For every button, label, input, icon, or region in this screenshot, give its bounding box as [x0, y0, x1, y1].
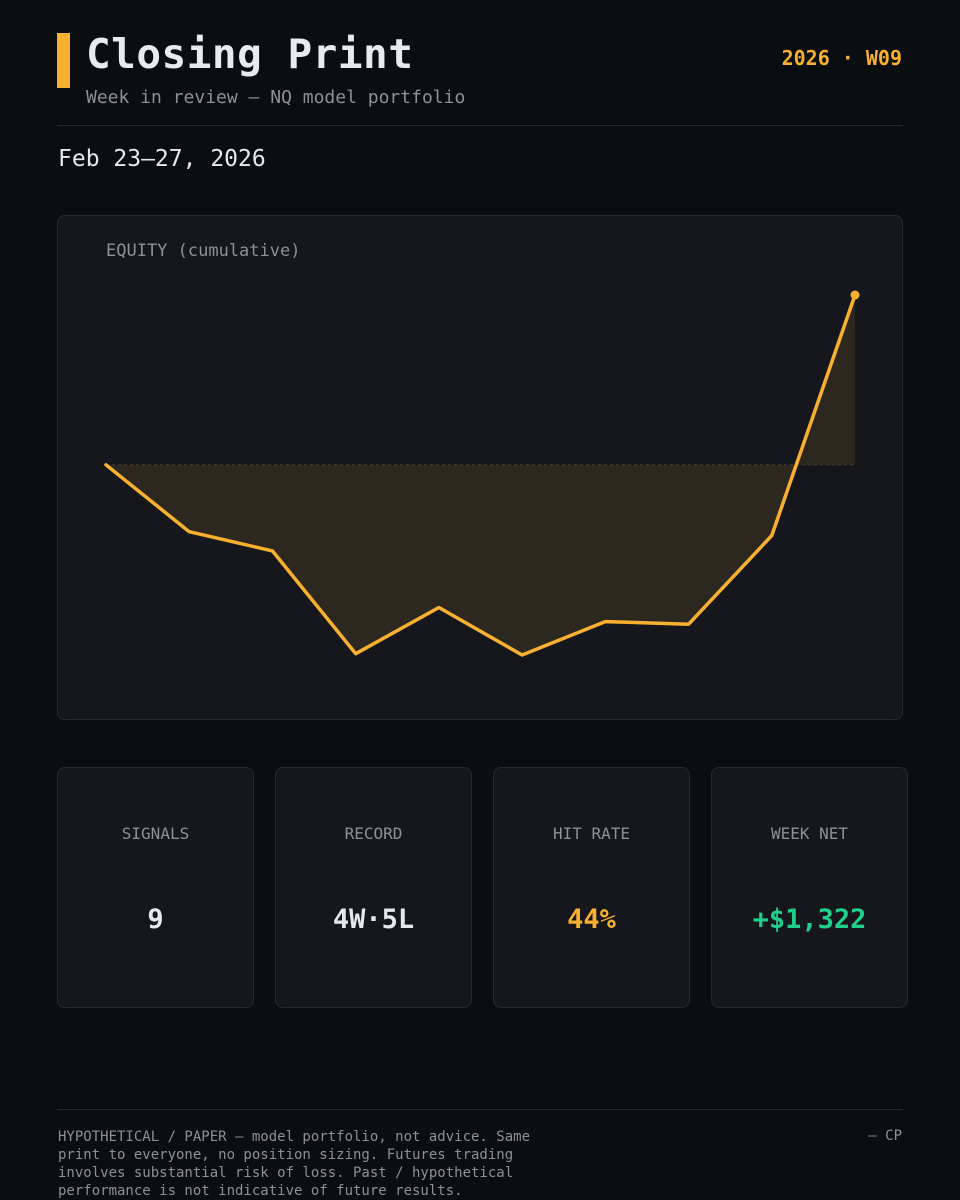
signoff: — CP	[868, 1128, 902, 1144]
stat-value: 44%	[567, 904, 616, 935]
footer-divider	[57, 1109, 903, 1110]
stat-label: SIGNALS	[121, 824, 190, 843]
stat-label: HIT RATE	[552, 824, 631, 843]
stat-card-week-net: WEEK NET +$1,322	[711, 767, 908, 1008]
stat-label: RECORD	[344, 824, 403, 843]
date-range: Feb 23–27, 2026	[58, 146, 266, 172]
stat-value: 9	[147, 904, 164, 935]
equity-points	[850, 290, 860, 300]
stat-value: +$1,322	[752, 904, 867, 935]
accent-bar	[57, 33, 70, 88]
equity-chart-card: EQUITY (cumulative)	[57, 215, 903, 720]
stat-label: WEEK NET	[770, 824, 849, 843]
equity-area-fill	[106, 295, 855, 655]
stat-value: 4W·5L	[332, 904, 415, 935]
chart-title: EQUITY (cumulative)	[106, 241, 301, 261]
stat-card-signals: SIGNALS 9	[57, 767, 254, 1008]
stat-card-hit-rate: HIT RATE 44%	[493, 767, 690, 1008]
stat-card-record: RECORD 4W·5L	[275, 767, 472, 1008]
week-tag: 2026 · W09	[781, 46, 902, 70]
page-title: Closing Print	[86, 30, 414, 78]
header-divider	[57, 125, 903, 126]
equity-point	[850, 290, 860, 300]
equity-chart	[104, 290, 860, 657]
page-subtitle: Week in review — NQ model portfolio	[86, 87, 466, 108]
disclaimer: HYPOTHETICAL / PAPER — model portfolio, …	[58, 1129, 531, 1199]
equity-line	[104, 293, 857, 657]
